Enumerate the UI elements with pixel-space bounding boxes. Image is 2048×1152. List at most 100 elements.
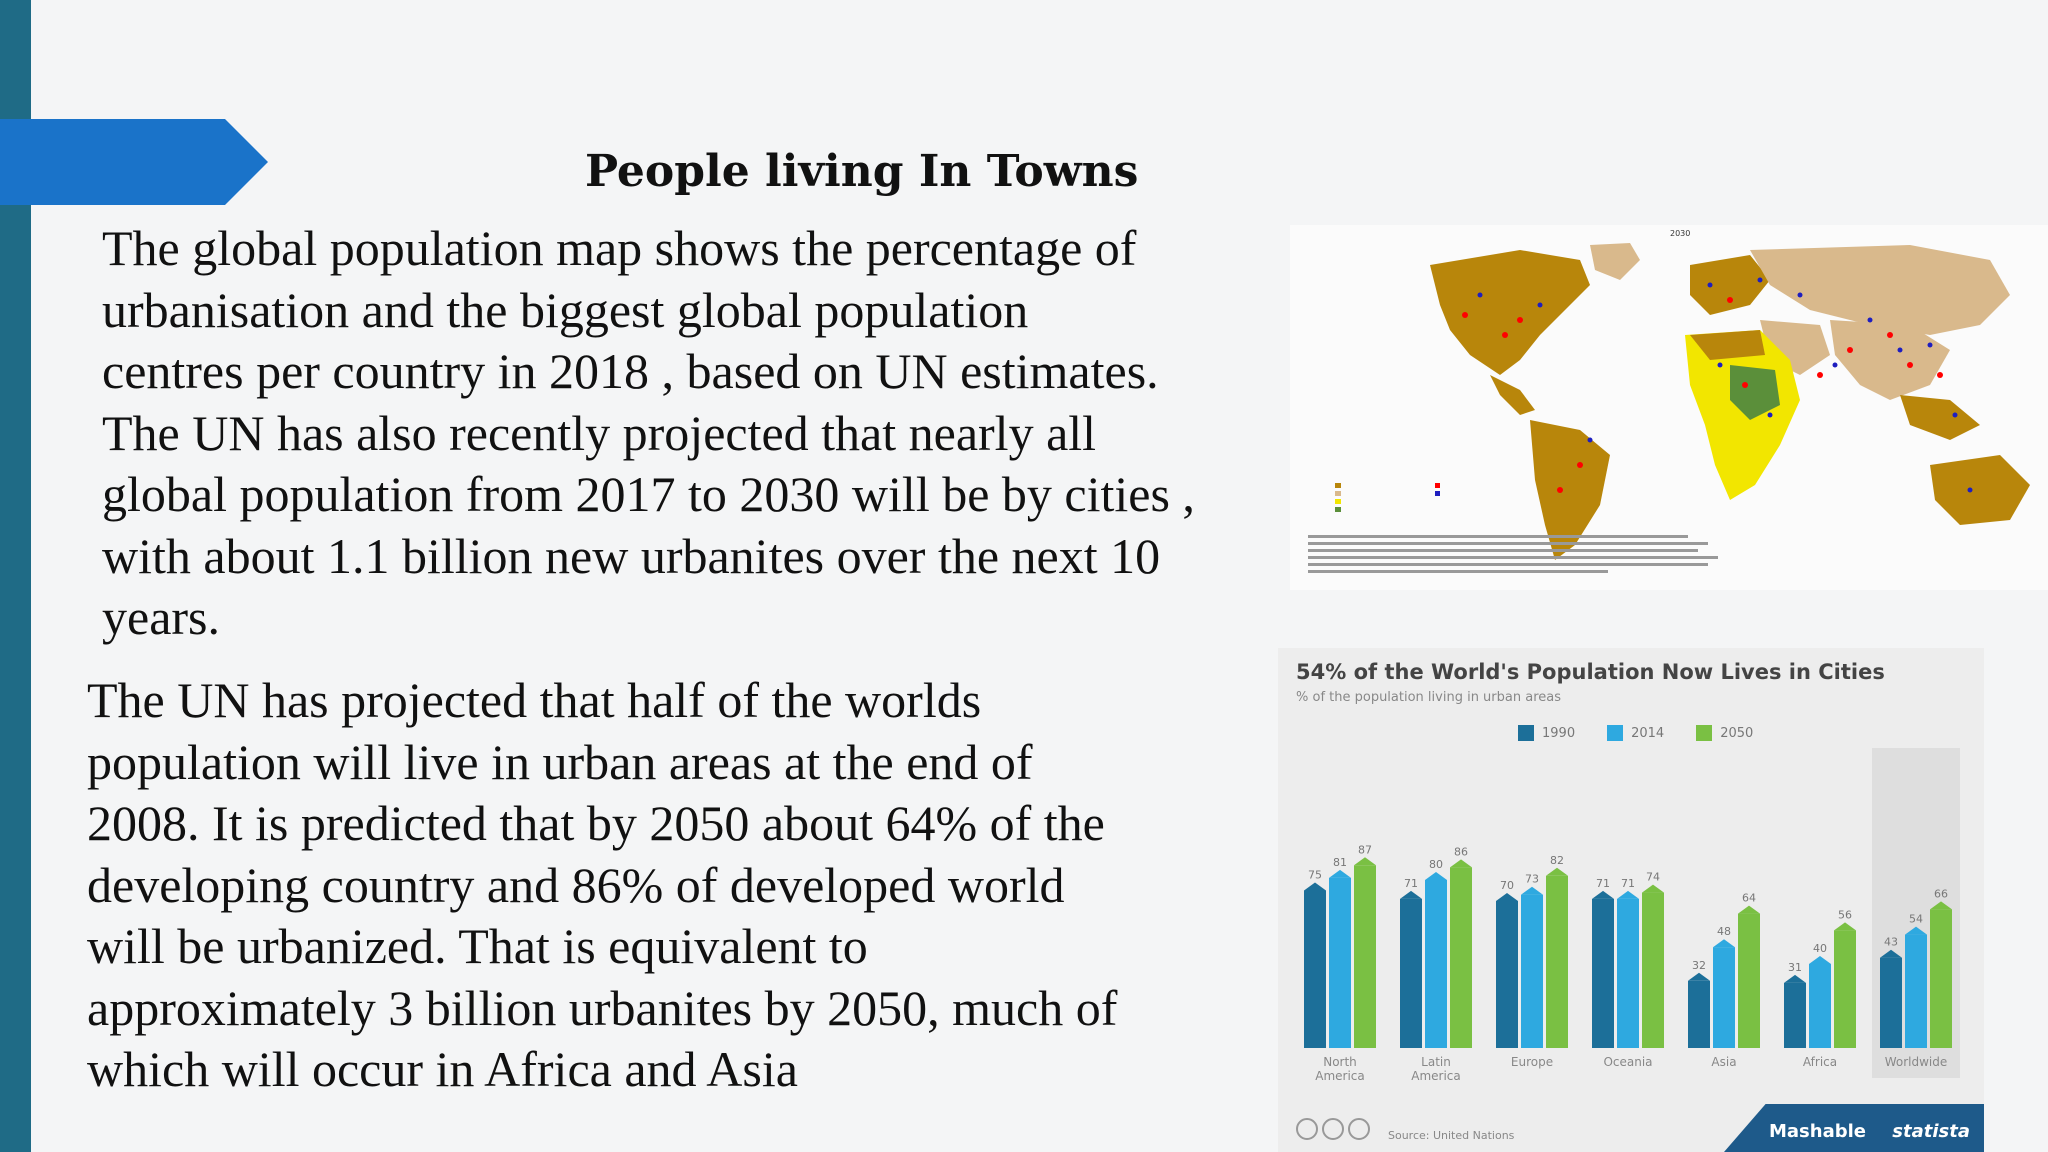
chart-footer: Source: United Nations Mashable statista bbox=[1278, 1104, 1984, 1152]
bar-value-label: 40 bbox=[1813, 942, 1827, 955]
category-label: Asia bbox=[1711, 1055, 1736, 1069]
bar-value-label: 32 bbox=[1692, 959, 1706, 972]
bar-roof bbox=[1496, 893, 1518, 901]
world-map-graphic: 2030 bbox=[1308, 229, 2030, 573]
bar-value-label: 71 bbox=[1596, 877, 1610, 890]
category-label: Africa bbox=[1803, 1055, 1837, 1069]
bar-1990 bbox=[1688, 980, 1710, 1048]
bar-roof bbox=[1642, 884, 1664, 893]
paragraph-1-line: The global population map shows the perc… bbox=[102, 220, 1137, 276]
bar-2014 bbox=[1617, 898, 1639, 1048]
category-label: Worldwide bbox=[1885, 1055, 1948, 1069]
category-label: America bbox=[1315, 1069, 1365, 1083]
bar-1990 bbox=[1880, 957, 1902, 1048]
category-label: America bbox=[1411, 1069, 1461, 1083]
paragraph-1-line: The UN has also recently projected that … bbox=[102, 404, 1097, 461]
bar-value-label: 75 bbox=[1308, 869, 1322, 882]
bar-2050 bbox=[1450, 867, 1472, 1048]
bar-roof bbox=[1880, 949, 1902, 958]
bar-value-label: 74 bbox=[1646, 871, 1660, 884]
bar-value-label: 73 bbox=[1525, 873, 1539, 886]
paragraph-2-line: which will occur in Africa and Asia bbox=[87, 1041, 798, 1097]
bar-2014 bbox=[1521, 894, 1543, 1048]
legend-item-1990: 1990 bbox=[1518, 725, 1575, 741]
bar-2050 bbox=[1354, 865, 1376, 1048]
map-year-label: 2030 bbox=[1670, 229, 1690, 238]
bar-roof bbox=[1713, 939, 1735, 948]
bar-1990 bbox=[1304, 890, 1326, 1048]
bar-roof bbox=[1400, 890, 1422, 899]
bar-value-label: 43 bbox=[1884, 936, 1898, 949]
bar-1990 bbox=[1496, 901, 1518, 1048]
bar-value-label: 82 bbox=[1550, 854, 1564, 867]
paragraph-2-line: approximately 3 billion urbanites by 205… bbox=[87, 979, 1118, 1036]
bar-roof bbox=[1304, 882, 1326, 891]
category-label: North bbox=[1323, 1055, 1357, 1069]
bar-roof bbox=[1354, 857, 1376, 866]
paragraph-2: The UN has projected that half of the wo… bbox=[87, 670, 1117, 1101]
paragraph-1-line: global population from 2017 to 2030 will… bbox=[102, 466, 1195, 522]
bar-value-label: 31 bbox=[1788, 961, 1802, 974]
brand-statista: statista bbox=[1892, 1121, 1970, 1142]
bar-2050 bbox=[1930, 909, 1952, 1048]
brand-bar bbox=[1724, 1104, 1984, 1152]
bar-roof bbox=[1329, 869, 1351, 878]
bar-2050 bbox=[1642, 892, 1664, 1048]
creative-commons-icons bbox=[1296, 1118, 1370, 1140]
bar-2014 bbox=[1905, 934, 1927, 1048]
chart-title: 54% of the World's Population Now Lives … bbox=[1296, 660, 1885, 684]
bar-2050 bbox=[1834, 930, 1856, 1048]
paragraph-1-line: urbanisation and the biggest global popu… bbox=[102, 281, 1029, 338]
bar-roof bbox=[1450, 859, 1472, 868]
bar-roof bbox=[1617, 890, 1639, 899]
legend-item-2014: 2014 bbox=[1607, 725, 1664, 741]
bar-roof bbox=[1784, 974, 1806, 983]
bar-roof bbox=[1834, 922, 1856, 931]
world-urbanisation-map: 2030 bbox=[1290, 225, 2048, 590]
bar-roof bbox=[1546, 867, 1568, 876]
bar-roof bbox=[1930, 901, 1952, 910]
bar-value-label: 71 bbox=[1621, 877, 1635, 890]
paragraph-2-line: 2008. It is predicted that by 2050 about… bbox=[87, 795, 1105, 851]
bar-roof bbox=[1688, 972, 1710, 981]
bar-2014 bbox=[1809, 964, 1831, 1048]
bar-1990 bbox=[1784, 982, 1806, 1048]
bar-value-label: 48 bbox=[1717, 925, 1731, 938]
bar-2014 bbox=[1713, 947, 1735, 1048]
bar-roof bbox=[1425, 872, 1447, 880]
bar-value-label: 54 bbox=[1909, 913, 1923, 926]
paragraph-1-line: years. bbox=[102, 589, 220, 645]
bar-1990 bbox=[1400, 898, 1422, 1048]
bar-value-label: 71 bbox=[1404, 877, 1418, 890]
bar-value-label: 64 bbox=[1742, 892, 1756, 905]
bar-roof bbox=[1521, 886, 1543, 895]
bar-value-label: 66 bbox=[1934, 887, 1948, 900]
bar-roof bbox=[1809, 956, 1831, 964]
paragraph-1-line: centres per country in 2018 , based on U… bbox=[102, 343, 1159, 399]
paragraph-2-line: developing country and 86% of developed … bbox=[87, 856, 1065, 913]
bar-roof bbox=[1738, 905, 1760, 914]
bar-1990 bbox=[1592, 898, 1614, 1048]
paragraph-1: The global population map shows the perc… bbox=[102, 218, 1195, 649]
bar-value-label: 56 bbox=[1838, 908, 1852, 921]
paragraph-2-line: The UN has projected that half of the wo… bbox=[87, 672, 982, 728]
slide-title: People living In Towns bbox=[585, 146, 1139, 197]
urban-population-chart: 54% of the World's Population Now Lives … bbox=[1278, 648, 1984, 1152]
bar-2014 bbox=[1329, 877, 1351, 1048]
legend-item-2050: 2050 bbox=[1696, 725, 1753, 741]
chart-legend: 1990 2014 2050 bbox=[1518, 725, 1753, 741]
bar-2050 bbox=[1546, 875, 1568, 1048]
category-label: Europe bbox=[1511, 1055, 1553, 1069]
paragraph-1-line: with about 1.1 billion new urbanites ove… bbox=[102, 527, 1161, 584]
bar-value-label: 87 bbox=[1358, 843, 1372, 856]
bar-value-label: 86 bbox=[1454, 845, 1468, 858]
title-arrow-shape bbox=[0, 119, 268, 205]
bar-2014 bbox=[1425, 880, 1447, 1048]
bar-2050 bbox=[1738, 913, 1760, 1048]
paragraph-2-line: will be urbanized. That is equivalent to bbox=[87, 918, 868, 974]
bar-value-label: 81 bbox=[1333, 856, 1347, 869]
chart-subtitle: % of the population living in urban area… bbox=[1296, 690, 1561, 705]
bar-value-label: 70 bbox=[1500, 879, 1514, 892]
brand-mashable: Mashable bbox=[1769, 1121, 1866, 1142]
